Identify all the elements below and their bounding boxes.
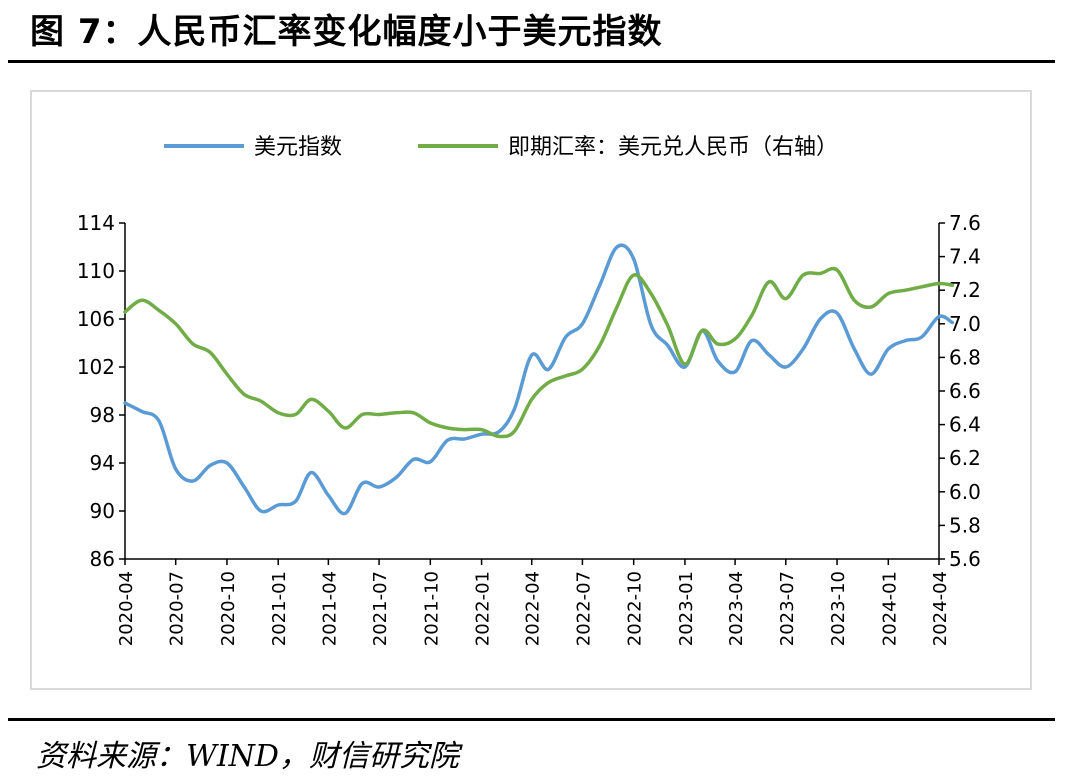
legend-label-2: 即期汇率：美元兑人民币（右轴） — [508, 135, 838, 160]
x-tick-label: 2020-07 — [167, 571, 188, 646]
x-tick-label: 2023-01 — [676, 571, 697, 646]
left-tick-label: 106 — [77, 307, 115, 331]
left-tick-label: 86 — [90, 547, 115, 571]
right-tick-label: 7.0 — [949, 312, 981, 336]
figure-title: 图 7：人民币汇率变化幅度小于美元指数 — [30, 12, 663, 52]
top-rule — [8, 60, 1055, 63]
left-tick-label: 102 — [77, 355, 115, 379]
left-tick-label: 110 — [77, 259, 115, 283]
right-tick-label: 7.2 — [949, 278, 981, 302]
x-tick-label: 2021-04 — [319, 571, 340, 646]
left-tick-label: 90 — [90, 499, 115, 523]
bottom-rule — [8, 718, 1055, 721]
dual-axis-line-chart: 86 90 94 98 102 106 110 114 5.6 5.8 6.0 6.2 6.4 6.6 6.… — [77, 135, 981, 646]
x-tick-label: 2022-10 — [625, 571, 646, 646]
left-tick-label: 94 — [90, 451, 115, 475]
right-tick-label: 6.0 — [949, 480, 981, 504]
x-tick-label: 2022-04 — [523, 571, 544, 646]
chart-frame: 86 90 94 98 102 106 110 114 5.6 5.8 6.0 6.2 6.4 6.6 6.… — [30, 90, 1032, 690]
x-tick-label: 2024-04 — [930, 571, 951, 646]
x-tick-label: 2020-04 — [116, 571, 137, 646]
x-tick-label: 2022-01 — [473, 571, 494, 646]
left-tick-label: 98 — [90, 403, 115, 427]
right-tick-label: 6.4 — [949, 413, 981, 437]
right-tick-label: 7.6 — [949, 211, 981, 235]
x-tick-label: 2023-04 — [726, 571, 747, 646]
source-note: 资料来源：WIND，财信研究院 — [36, 739, 459, 774]
x-tick-label: 2021-10 — [421, 571, 442, 646]
x-tick-label: 2022-07 — [573, 571, 594, 646]
x-tick-label: 2023-10 — [828, 571, 849, 646]
right-tick-label: 6.6 — [949, 379, 981, 403]
series-line-2 — [123, 266, 955, 439]
legend-label-1: 美元指数 — [254, 135, 342, 160]
right-tick-label: 5.8 — [949, 513, 981, 537]
series-line-1 — [123, 243, 955, 516]
left-tick-label: 114 — [77, 211, 115, 235]
right-tick-label: 7.4 — [949, 245, 981, 269]
right-tick-label: 5.6 — [949, 547, 981, 571]
x-tick-label: 2020-10 — [218, 571, 239, 646]
x-tick-label: 2023-07 — [777, 571, 798, 646]
x-tick-label: 2024-01 — [879, 571, 900, 646]
x-tick-label: 2021-01 — [269, 571, 290, 646]
x-tick-label: 2021-07 — [370, 571, 391, 646]
right-tick-label: 6.8 — [949, 345, 981, 369]
right-tick-label: 6.2 — [949, 446, 981, 470]
